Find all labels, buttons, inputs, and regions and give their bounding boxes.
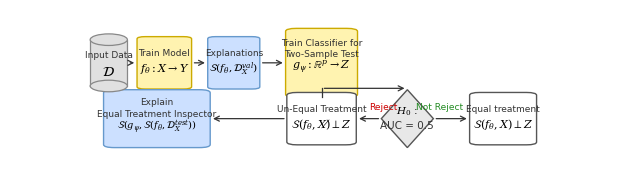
Text: Not Reject: Not Reject (415, 103, 463, 112)
FancyBboxPatch shape (104, 90, 210, 148)
Text: Train Classifier for
Two-Sample Test: Train Classifier for Two-Sample Test (281, 39, 362, 59)
Text: $H_0$ :: $H_0$ : (397, 105, 418, 118)
Text: Explain
Equal Treatment Inspector: Explain Equal Treatment Inspector (97, 98, 216, 119)
FancyBboxPatch shape (470, 93, 536, 145)
FancyBboxPatch shape (285, 28, 358, 97)
FancyBboxPatch shape (137, 37, 191, 89)
Text: $\mathcal{S}(f_\theta, \mathcal{D}_X^{val})$: $\mathcal{S}(f_\theta, \mathcal{D}_X^{va… (209, 60, 259, 78)
Text: $g_\psi : \mathbb{R}^p \to Z$: $g_\psi : \mathbb{R}^p \to Z$ (292, 59, 351, 75)
FancyBboxPatch shape (208, 37, 260, 89)
Text: $\mathcal{D}$: $\mathcal{D}$ (102, 66, 115, 79)
Text: Train Model: Train Model (138, 49, 190, 58)
Ellipse shape (90, 34, 127, 45)
Text: $\mathcal{S}(f_\theta, X) \perp Z$: $\mathcal{S}(f_\theta, X) \perp Z$ (473, 117, 533, 132)
Text: $\mathcal{S}(f_\theta, X) \not\perp Z$: $\mathcal{S}(f_\theta, X) \not\perp Z$ (291, 117, 351, 132)
Polygon shape (381, 90, 433, 148)
FancyBboxPatch shape (287, 93, 356, 145)
Text: Un-Equal Treatment: Un-Equal Treatment (276, 105, 366, 114)
Text: Equal treatment: Equal treatment (466, 105, 540, 114)
Bar (90, 40, 127, 86)
Text: Input Data: Input Data (85, 51, 132, 61)
Ellipse shape (90, 80, 127, 92)
Text: Explanations: Explanations (205, 49, 263, 58)
Text: AUC = 0.5: AUC = 0.5 (381, 121, 434, 131)
Text: $f_\theta : X \to Y$: $f_\theta : X \to Y$ (140, 62, 189, 76)
Text: $\mathcal{S}(g_\psi, \mathcal{S}(f_\theta, \mathcal{D}_X^{test}))$: $\mathcal{S}(g_\psi, \mathcal{S}(f_\thet… (117, 118, 196, 136)
Text: Reject: Reject (369, 103, 397, 112)
